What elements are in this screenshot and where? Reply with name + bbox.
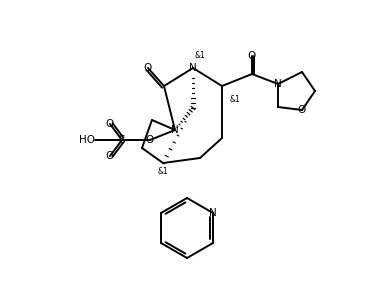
Text: O: O [144,63,152,73]
Text: O: O [248,51,256,61]
Text: &1: &1 [194,52,205,61]
Text: O: O [146,135,154,145]
Text: O: O [106,119,114,129]
Text: O: O [298,105,306,115]
Text: N: N [209,208,217,218]
Text: N: N [274,79,282,89]
Text: O: O [106,151,114,161]
Text: &1: &1 [157,168,168,177]
Text: HO: HO [79,135,95,145]
Text: S: S [119,135,125,145]
Text: &1: &1 [230,95,240,104]
Text: N: N [189,63,197,73]
Text: N: N [171,125,179,135]
